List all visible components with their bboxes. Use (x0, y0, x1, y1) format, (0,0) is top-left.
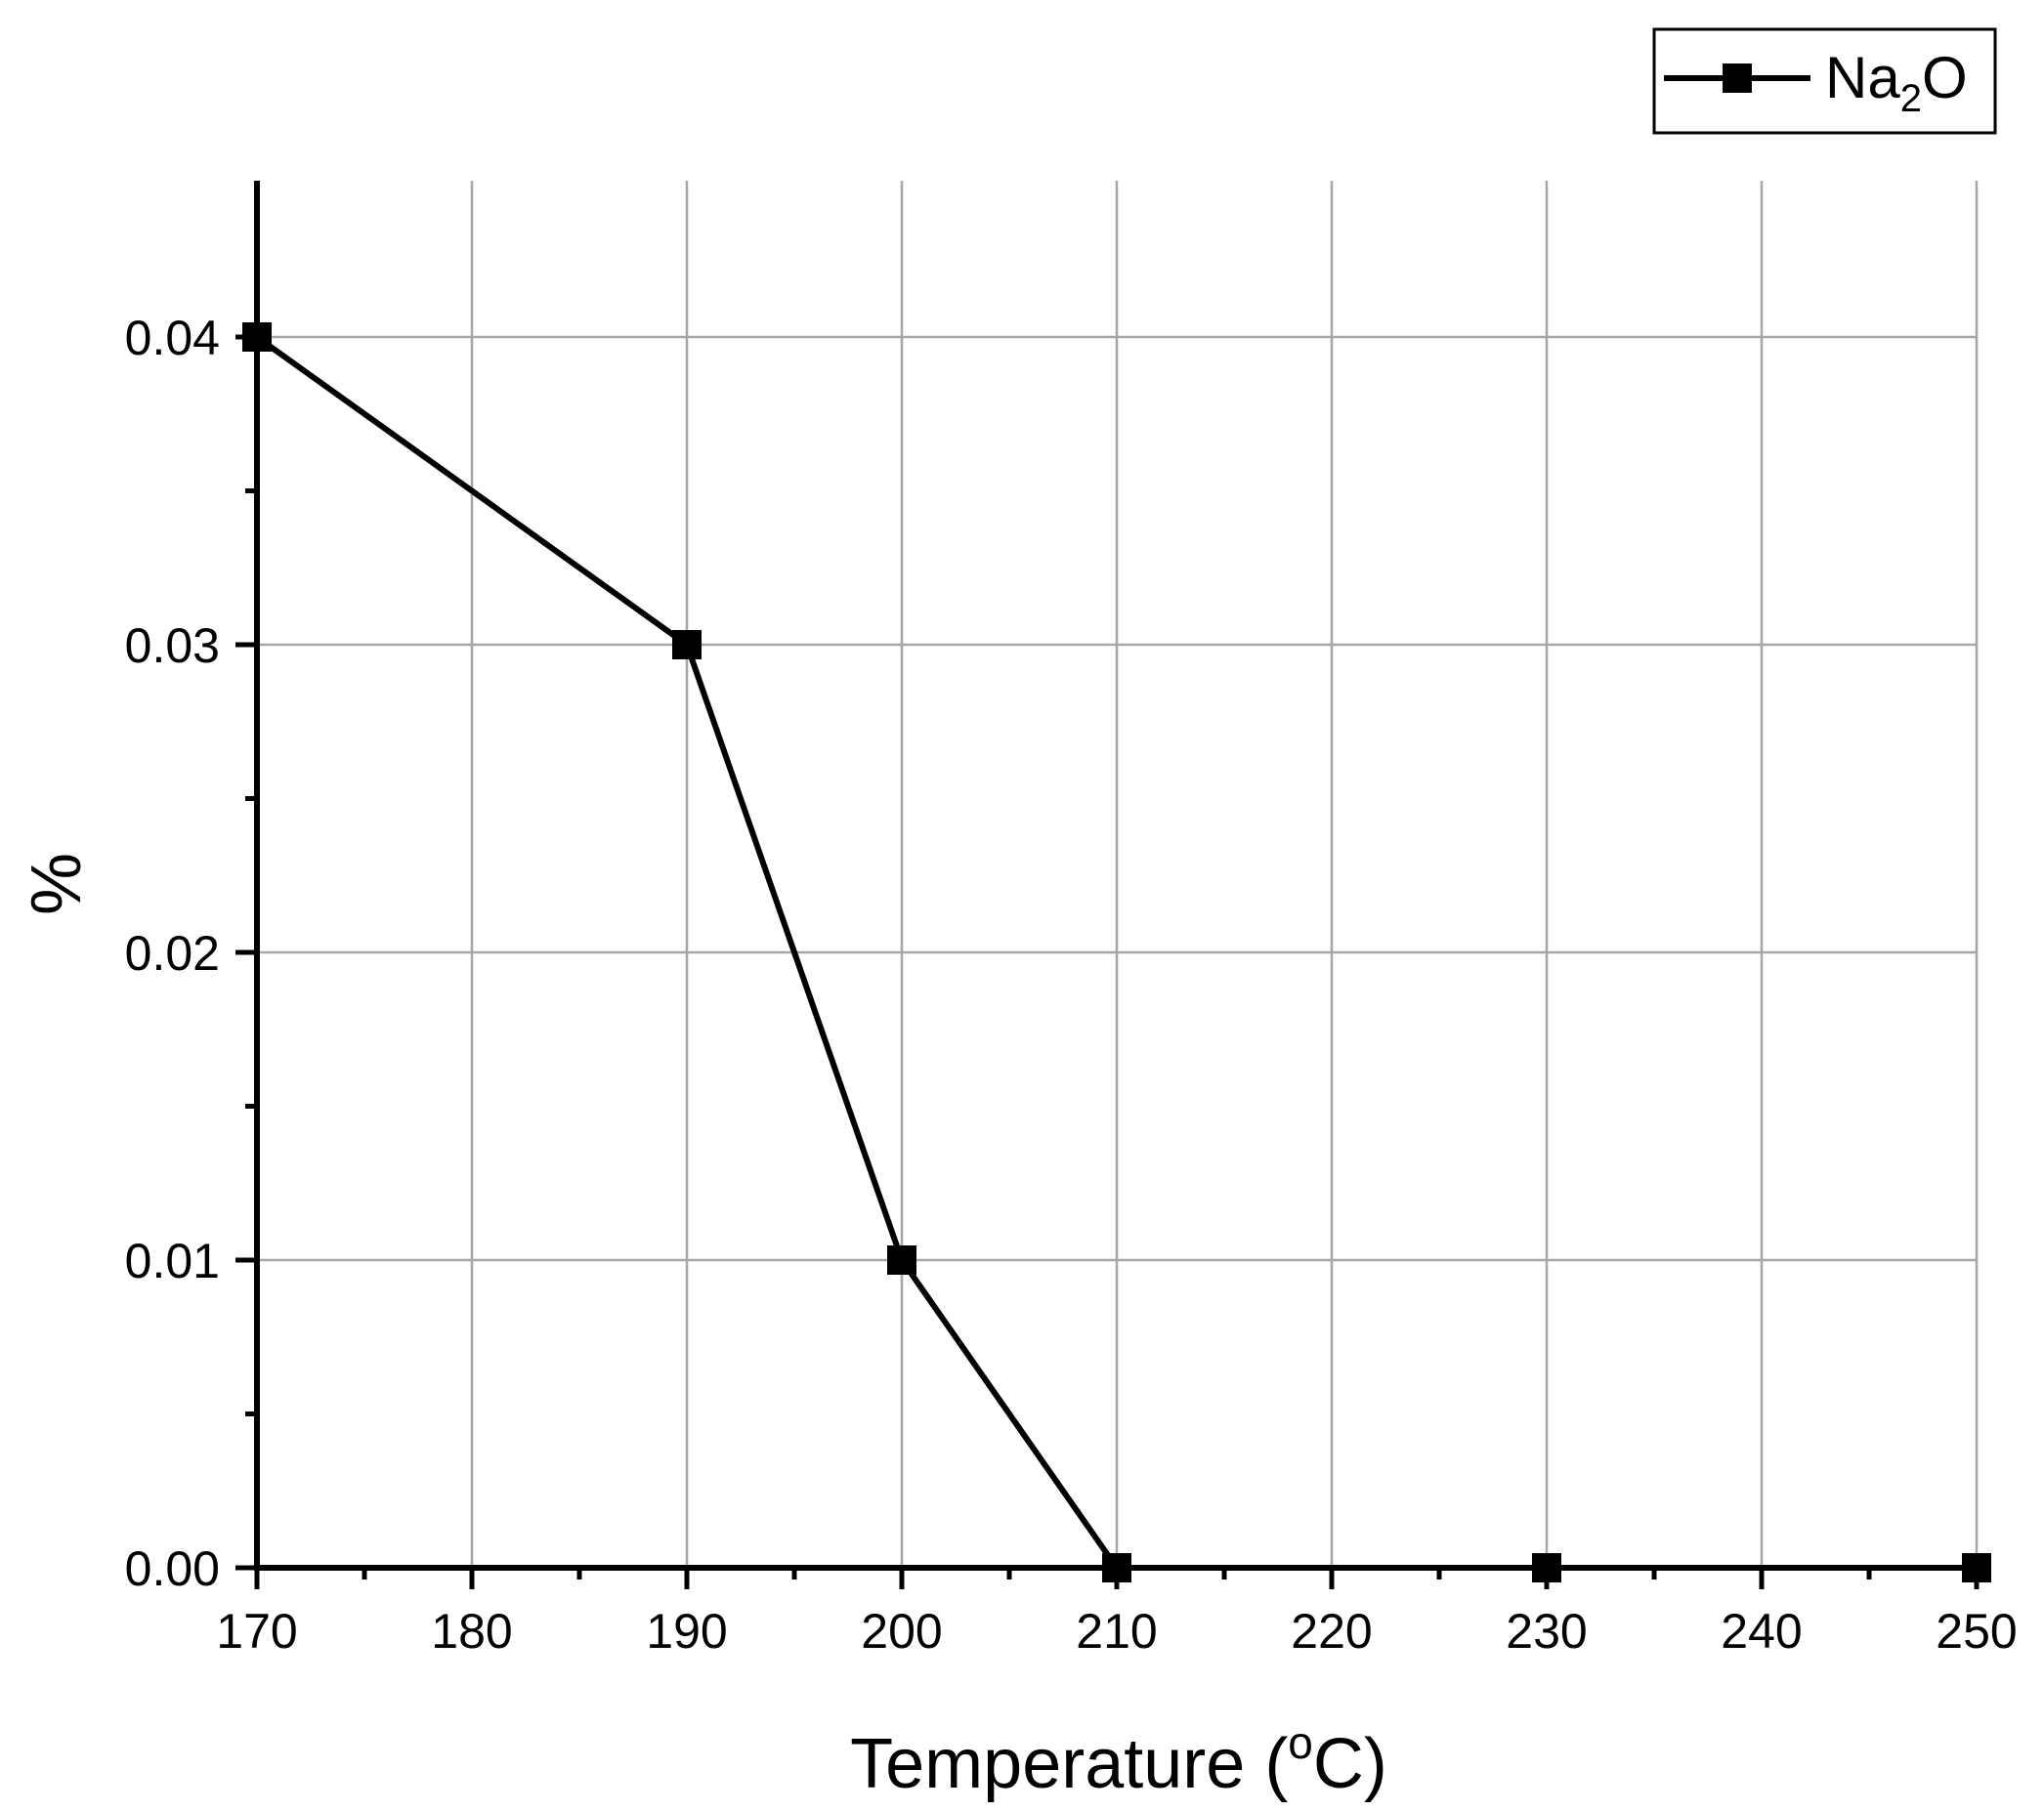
y-tick-label-0: 0.00 (125, 1541, 220, 1596)
y-axis-title: % (18, 853, 96, 915)
y-tick-label-0.03: 0.03 (125, 618, 220, 673)
legend-label: Na2O (1825, 45, 1968, 120)
x-tick-label-220: 220 (1291, 1604, 1372, 1659)
tick-labels: 170 180 190 200 210 220 230 240 250 0.00 0.01 0.02 0… (125, 311, 2018, 1659)
data-point-170 (242, 322, 272, 352)
x-tick-label-180: 180 (431, 1604, 512, 1659)
data-point-200 (887, 1245, 916, 1275)
gridlines (257, 181, 1979, 1568)
tick-marks (235, 334, 1980, 1589)
legend-label-subscript: 2 (1900, 77, 1922, 120)
y-tick-label-0.04: 0.04 (125, 311, 220, 365)
y-tick-label-0.01: 0.01 (125, 1234, 220, 1288)
x-tick-label-250: 250 (1936, 1604, 2017, 1659)
legend-marker-square (1723, 63, 1752, 93)
data-point-230 (1532, 1553, 1561, 1582)
x-tick-label-190: 190 (646, 1604, 727, 1659)
x-tick-label-210: 210 (1076, 1604, 1157, 1659)
x-tick-label-240: 240 (1721, 1604, 1802, 1659)
series-line (255, 334, 1977, 1571)
data-point-250 (1962, 1553, 1991, 1582)
data-point-210 (1102, 1553, 1131, 1582)
x-tick-label-170: 170 (216, 1604, 297, 1659)
data-point-190 (672, 630, 702, 659)
x-axis-title-superscript: o (1288, 1717, 1313, 1768)
x-axis-title: Temperature (oC) (850, 1717, 1387, 1803)
x-tick-label-230: 230 (1506, 1604, 1587, 1659)
y-tick-label-0.02: 0.02 (125, 926, 220, 981)
x-tick-label-200: 200 (861, 1604, 942, 1659)
series-na2o (242, 322, 1991, 1582)
legend: Na2O (1652, 27, 1997, 135)
